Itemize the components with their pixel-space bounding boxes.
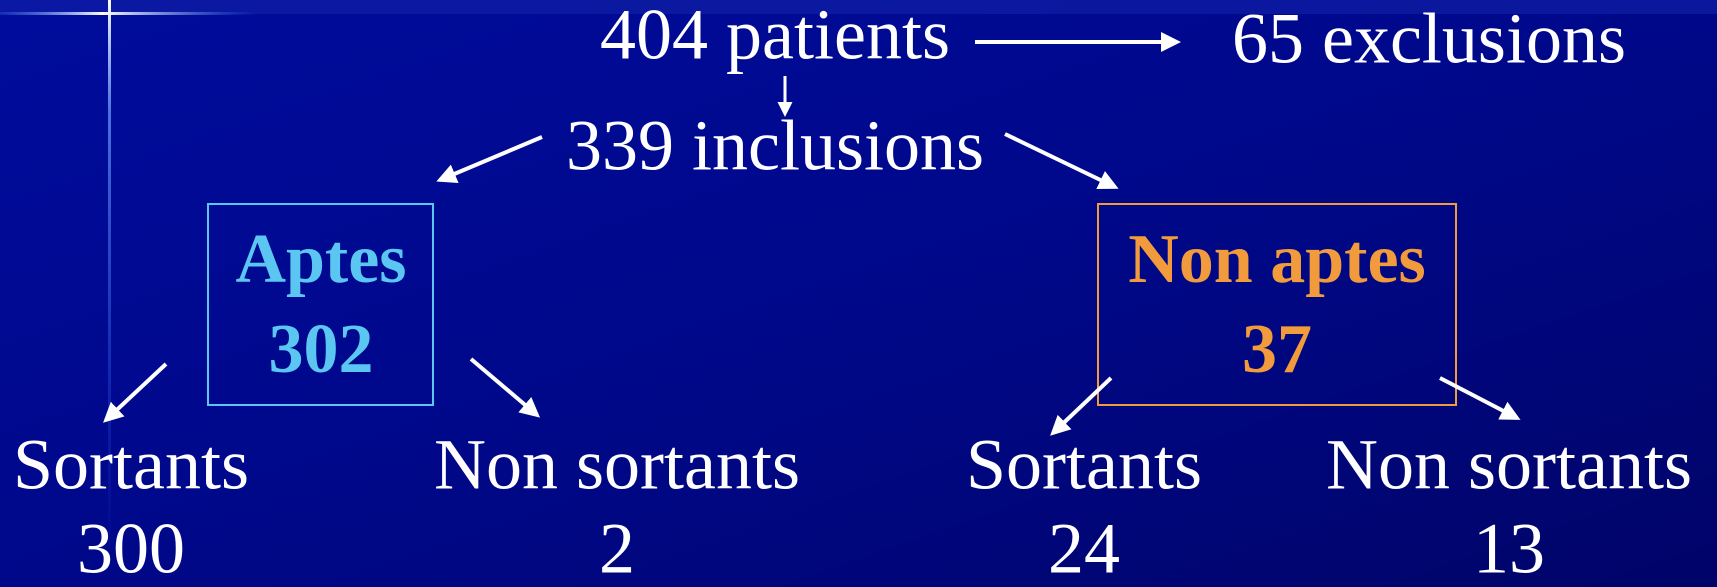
arrow (436, 135, 543, 183)
outcome-value: 13 (1473, 509, 1545, 587)
top-band (0, 0, 1717, 14)
group-value: 302 (269, 311, 374, 388)
group-box (207, 203, 434, 406)
decor-line (108, 0, 111, 560)
arrow (1004, 132, 1119, 190)
arrow (103, 362, 168, 423)
group-box (1097, 203, 1457, 406)
node-label: 65 exclusions (1232, 0, 1626, 79)
outcome-label: Sortants (13, 425, 249, 505)
arrow (469, 357, 541, 418)
arrow (1439, 376, 1521, 420)
outcome-label: Non sortants (434, 425, 800, 505)
node-label: 404 patients (600, 0, 950, 75)
group-value: 37 (1242, 311, 1312, 388)
group-label: Non aptes (1128, 221, 1426, 298)
arrow (1050, 376, 1113, 436)
decor-line (0, 12, 1717, 15)
node-label: 339 inclusions (566, 106, 984, 186)
outcome-value: 24 (1048, 509, 1120, 587)
outcome-label: Sortants (966, 425, 1202, 505)
group-label: Aptes (235, 221, 406, 298)
outcome-label: Non sortants (1326, 425, 1692, 505)
outcome-value: 300 (77, 509, 185, 587)
outcome-value: 2 (599, 509, 635, 587)
